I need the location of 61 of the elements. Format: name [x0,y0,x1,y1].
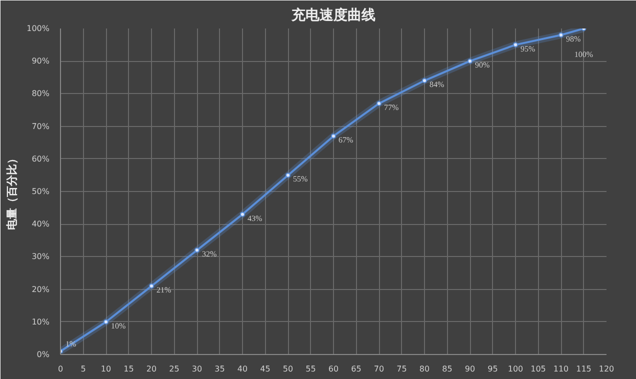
x-tick-label: 90 [464,364,476,374]
point [104,319,108,324]
x-tick-label: 55 [306,364,316,374]
x-tick-label: 35 [214,364,225,374]
data-label: 98% [566,34,581,44]
x-tick-label: 50 [282,364,294,374]
y-tick-label: 60% [32,154,50,164]
point [422,78,427,84]
x-tick-label: 40 [237,364,248,374]
x-tick-label: 115 [576,364,592,374]
point [286,172,290,178]
point [194,248,200,253]
x-tick-label: 85 [442,364,452,374]
y-tick-label: 0% [36,350,50,359]
y-tick-label: 80% [32,89,50,98]
data-label: 10% [111,321,126,330]
y-tick-label: 70% [32,122,50,131]
data-label: 21% [156,286,172,295]
x-tick-label: 70 [374,364,384,374]
x-tick-label: 105 [530,364,546,374]
y-tick-label: 10% [32,317,50,326]
x-tick-label: 10 [100,364,112,374]
x-tick-label: 95 [488,364,498,374]
x-tick-label: 75 [396,364,407,374]
x-tick-label: 20 [146,364,157,374]
data-label: 67% [338,136,354,145]
data-label: 32% [202,250,217,259]
data-label: 84% [430,80,444,90]
point [331,134,336,139]
data-label: 77% [384,102,399,112]
point [513,42,518,48]
x-tick-label: 80 [419,364,430,374]
point [558,32,564,38]
point [376,100,382,106]
y-tick-label: 40% [32,220,50,229]
data-label: 95% [520,44,536,54]
y-tick-label: 50% [32,187,50,196]
point [240,212,245,217]
y-axis-title: 电量（百分比） [6,153,19,230]
x-tick-label: 120 [598,364,614,374]
data-label: 43% [248,214,262,223]
y-tick-label: 30% [32,252,50,262]
y-tick-label: 20% [32,284,50,294]
point [149,284,154,289]
point [468,58,472,64]
x-tick-label: 60 [328,364,339,374]
x-tick-label: 65 [351,364,362,374]
chart-title: 充电速度曲线 [290,6,376,24]
x-tick-label: 30 [192,364,202,374]
x-tick-label: 100 [508,364,524,374]
x-tick-label: 110 [553,364,569,374]
y-tick-label: 90% [32,56,50,66]
x-tick-label: 25 [169,364,180,374]
x-tick-label: 0 [58,364,64,374]
data-label: 55% [293,174,308,184]
x-tick-label: 5 [80,364,86,374]
x-tick-label: 15 [124,364,134,374]
x-tick-label: 45 [260,364,270,374]
data-label: 100% [574,50,594,59]
data-label: 90% [475,60,490,70]
y-tick-label: 100% [26,24,50,33]
